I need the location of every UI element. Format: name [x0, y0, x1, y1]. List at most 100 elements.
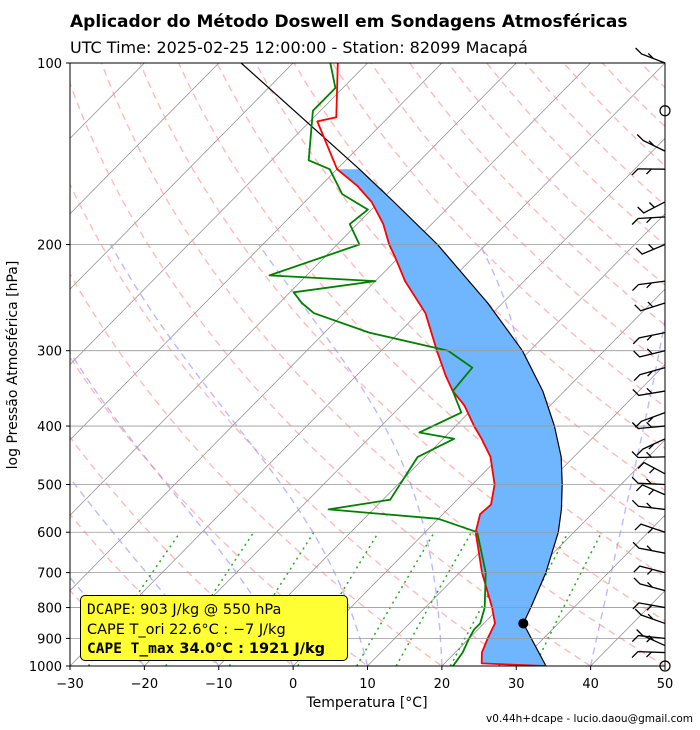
y-tick-label: 600 [37, 526, 62, 541]
cape-tmax-value: 34.0°C : 1921 J/kg [174, 641, 326, 657]
y-tick-label: 500 [37, 478, 62, 493]
cape-fill [337, 169, 563, 666]
sounding-profiles [240, 63, 563, 666]
dry-adiabat [70, 81, 592, 666]
dry-adiabat [70, 356, 369, 666]
wind-barb [636, 134, 666, 152]
y-axis: 1000 900 800 700 600 500 400 300 200 100 [29, 57, 70, 675]
dry-adiabat [332, 63, 665, 408]
x-tick-label: 0 [289, 677, 297, 692]
dry-adiabat [70, 182, 518, 666]
y-tick-label: 300 [37, 345, 62, 360]
cape-info-box: DCAPE: 903 J/kg @ 550 hPa CAPE T_ori 22.… [80, 595, 348, 661]
wind-barb [635, 484, 666, 496]
x-axis-label: Temperatura [°C] [305, 695, 427, 711]
moist-adiabat [589, 316, 665, 666]
isotherm [70, 63, 219, 215]
y-tick-label: 100 [37, 57, 62, 72]
x-tick-label: −20 [131, 677, 158, 692]
wind-barb [637, 461, 666, 475]
isotherm [515, 514, 665, 666]
wind-barb [635, 47, 666, 64]
x-tick-label: 40 [582, 677, 599, 692]
wind-barb [634, 301, 666, 312]
cape-area [337, 169, 563, 666]
wind-barb [632, 602, 666, 611]
wind-barb [659, 660, 671, 672]
y-tick-label: 400 [37, 420, 62, 435]
wind-barb [633, 348, 666, 358]
isotherm [143, 137, 665, 666]
wind-barb [631, 451, 666, 459]
x-tick-label: 50 [657, 677, 674, 692]
background-lines [70, 63, 700, 679]
isotherm [70, 63, 294, 290]
wind-barb [632, 387, 666, 397]
dry-adiabat [293, 63, 665, 450]
dewpoint-line [268, 63, 487, 666]
dry-adiabat [524, 63, 665, 207]
isotherm [292, 288, 665, 666]
dry-adiabat [679, 63, 700, 679]
isotherm [590, 590, 665, 666]
dry-adiabat [70, 435, 295, 666]
x-axis: −30 −20 −10 0 10 20 30 40 50 [56, 666, 673, 692]
wind-barb [631, 168, 666, 176]
y-tick-label: 800 [37, 602, 62, 617]
lcl-marker [518, 618, 529, 629]
y-tick-label: 200 [37, 239, 62, 254]
y-tick-label: 900 [37, 632, 62, 647]
dcape-label: DCAPE [87, 602, 131, 618]
y-axis-label: log Pressão Atmosférica [hPa] [5, 261, 21, 470]
wind-barb [634, 411, 666, 428]
wind-barb [631, 634, 666, 643]
isotherm [70, 63, 591, 592]
cape-tori-label: CAPE T_ori [87, 621, 165, 638]
isotherm [70, 63, 145, 139]
isotherm [70, 63, 443, 441]
x-tick-label: −30 [56, 677, 83, 692]
y-tick-label: 1000 [29, 660, 62, 675]
wind-barbs [631, 47, 671, 672]
cape-tmax-label: CAPE T_max [87, 641, 175, 657]
isotherm [664, 665, 665, 666]
wind-barb [631, 421, 666, 430]
x-tick-label: −10 [205, 677, 232, 692]
y-tick-label: 700 [37, 567, 62, 582]
dry-adiabat [70, 513, 220, 666]
wind-barb [633, 577, 666, 592]
wind-barb [633, 565, 666, 575]
temperature-line [316, 63, 547, 666]
dcape-value: : 903 J/kg @ 550 hPa [130, 602, 282, 618]
parcel-line [240, 63, 563, 666]
wind-barb [635, 243, 666, 255]
x-tick-label: 10 [359, 677, 376, 692]
wind-barb [631, 499, 666, 511]
dry-adiabat [70, 272, 444, 666]
x-tick-label: 30 [508, 677, 525, 692]
wind-barb [632, 280, 666, 292]
isotherm [70, 63, 517, 516]
dry-adiabat [216, 63, 665, 535]
isotherm [70, 63, 368, 365]
wind-barb [632, 541, 666, 554]
isotherm [367, 364, 665, 666]
dry-adiabat [177, 63, 665, 578]
wind-barb [636, 438, 666, 456]
wind-barb [632, 331, 666, 345]
version-footer: v0.44h+dcape - lucio.daou@gmail.com [486, 713, 693, 725]
x-tick-label: 20 [434, 677, 451, 692]
wind-barb [634, 523, 666, 534]
wind-barb [633, 366, 666, 382]
wind-barb [631, 216, 666, 225]
wind-barb [637, 201, 666, 214]
wind-barb [634, 608, 666, 625]
cape-tori-value: 22.6°C : −7 J/kg [164, 621, 286, 638]
chart-subtitle: UTC Time: 2025-02-25 12:00:00 - Station:… [70, 38, 528, 57]
mixing-ratio-line [165, 531, 255, 666]
dry-adiabat [139, 63, 665, 622]
isotherm [70, 63, 665, 666]
dry-adiabat [100, 63, 665, 666]
chart-title: Aplicador do Método Doswell em Sondagens… [70, 12, 628, 32]
